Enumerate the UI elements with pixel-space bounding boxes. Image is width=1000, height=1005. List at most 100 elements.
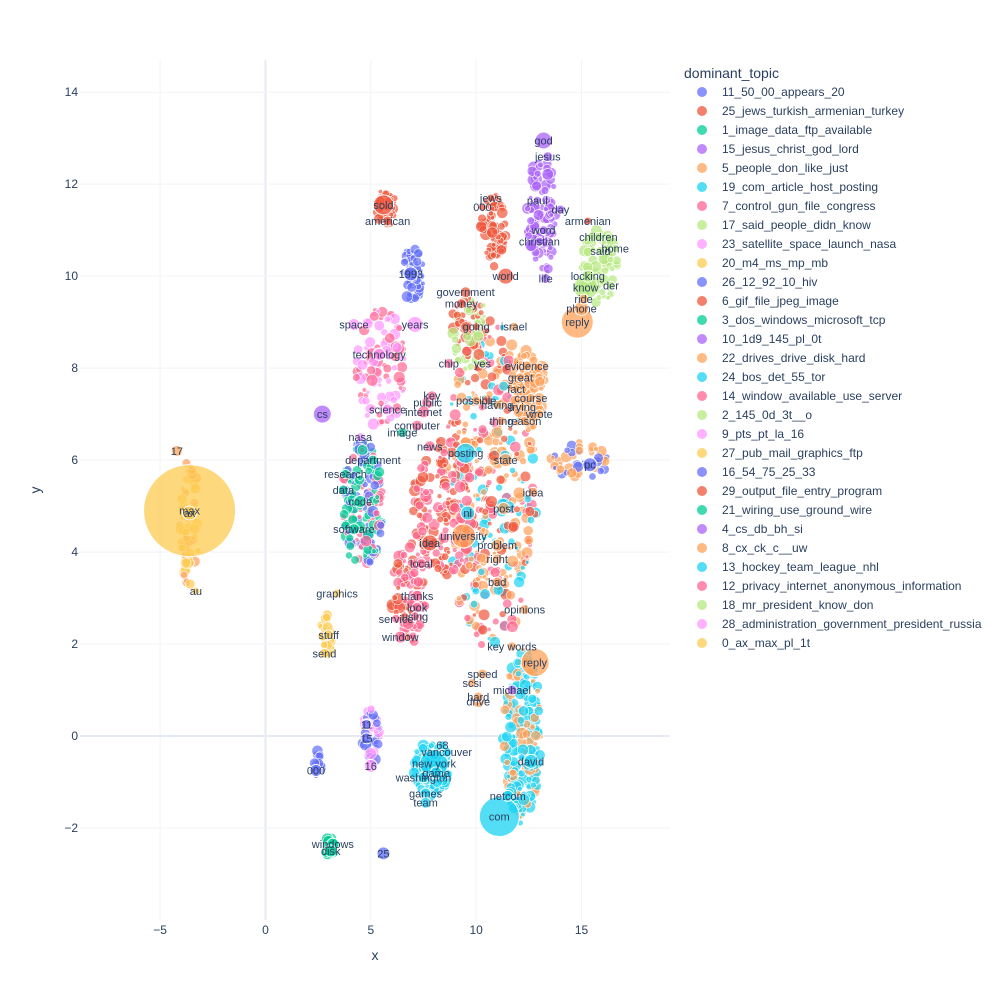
y-tick-label: 2 bbox=[71, 637, 78, 651]
background-point bbox=[375, 528, 386, 538]
background-point bbox=[434, 473, 441, 480]
background-point bbox=[490, 242, 497, 248]
data-point bbox=[340, 468, 351, 479]
point-label: disk bbox=[321, 846, 341, 858]
background-point bbox=[393, 371, 406, 384]
data-point bbox=[542, 151, 554, 163]
background-point bbox=[523, 535, 534, 546]
background-point bbox=[353, 344, 364, 355]
background-point bbox=[322, 612, 332, 622]
background-point bbox=[529, 724, 536, 731]
legend-marker bbox=[697, 619, 707, 629]
background-point bbox=[451, 335, 460, 344]
background-point bbox=[507, 545, 513, 551]
background-point bbox=[485, 495, 498, 508]
point-label: post bbox=[493, 503, 514, 515]
background-point bbox=[179, 571, 189, 580]
point-label: god bbox=[534, 135, 552, 147]
data-point bbox=[417, 771, 430, 784]
point-label: great bbox=[508, 372, 533, 384]
background-point bbox=[543, 263, 554, 274]
data-point bbox=[595, 245, 606, 256]
point-label: data bbox=[333, 485, 355, 497]
background-point bbox=[376, 520, 386, 530]
background-point bbox=[396, 361, 408, 373]
legend-title: dominant_topic bbox=[684, 65, 779, 81]
background-point bbox=[349, 453, 358, 462]
x-tick-label: −5 bbox=[153, 923, 167, 937]
background-point bbox=[512, 429, 519, 436]
background-point bbox=[377, 399, 385, 407]
point-label: service bbox=[379, 614, 414, 626]
background-point bbox=[519, 457, 527, 465]
background-point bbox=[524, 205, 531, 212]
background-point bbox=[369, 480, 380, 491]
data-point bbox=[582, 457, 598, 473]
point-label: public bbox=[413, 398, 442, 410]
background-point bbox=[526, 515, 535, 525]
legend-entry-label: 3_dos_windows_microsoft_tcp bbox=[722, 313, 886, 327]
legend-marker bbox=[697, 524, 707, 534]
point-label: max bbox=[179, 506, 200, 518]
data-point bbox=[477, 202, 487, 212]
data-point bbox=[347, 317, 361, 331]
background-point bbox=[537, 161, 544, 169]
y-tick-label: 8 bbox=[71, 361, 78, 375]
point-label: vancouver bbox=[421, 747, 472, 759]
background-point bbox=[533, 169, 542, 178]
data-point bbox=[519, 416, 530, 427]
point-label: speed bbox=[467, 669, 497, 681]
legend-entry-label: 4_cs_db_bh_si bbox=[722, 522, 803, 536]
point-label: jews bbox=[479, 193, 503, 205]
background-point bbox=[521, 729, 532, 739]
background-point bbox=[382, 363, 392, 374]
background-point bbox=[477, 640, 486, 649]
legend-entry-label: 5_people_don_like_just bbox=[722, 161, 849, 175]
background-point bbox=[461, 430, 467, 436]
background-point bbox=[507, 426, 514, 432]
background-point bbox=[513, 505, 521, 514]
data-point bbox=[426, 390, 438, 402]
data-point bbox=[332, 588, 343, 599]
data-point bbox=[491, 553, 503, 565]
point-label: fact bbox=[507, 384, 525, 396]
data-point bbox=[443, 358, 455, 370]
data-point bbox=[472, 691, 484, 703]
y-tick-label: 0 bbox=[71, 729, 78, 743]
point-label: said bbox=[590, 246, 610, 258]
background-point bbox=[515, 397, 522, 404]
y-tick-label: −2 bbox=[64, 821, 78, 835]
legend-marker bbox=[697, 277, 707, 287]
background-point bbox=[395, 585, 401, 591]
background-point bbox=[377, 382, 383, 388]
background-point bbox=[402, 617, 415, 630]
background-point bbox=[601, 266, 610, 275]
background-point bbox=[365, 557, 375, 567]
background-point bbox=[473, 458, 480, 464]
data-point bbox=[437, 740, 448, 751]
background-point bbox=[361, 396, 371, 406]
point-label: yes bbox=[474, 359, 492, 371]
data-point bbox=[540, 272, 552, 284]
background-point bbox=[520, 646, 526, 653]
point-label: windows bbox=[311, 839, 355, 851]
background-point bbox=[480, 488, 488, 496]
background-point bbox=[490, 251, 497, 259]
background-point bbox=[516, 716, 526, 725]
legend-marker bbox=[697, 410, 707, 420]
legend-entry-label: 9_pts_pt_la_16 bbox=[722, 427, 804, 441]
background-point bbox=[526, 216, 535, 225]
background-point bbox=[517, 793, 530, 806]
point-label: chip bbox=[439, 359, 459, 371]
legend-marker bbox=[697, 315, 707, 325]
background-point bbox=[412, 484, 422, 493]
background-point bbox=[356, 444, 369, 456]
background-point bbox=[531, 180, 542, 192]
data-point bbox=[309, 764, 323, 778]
legend-marker bbox=[697, 391, 707, 401]
background-point bbox=[472, 612, 477, 618]
background-point bbox=[441, 552, 450, 561]
point-label: right bbox=[487, 554, 508, 566]
background-point bbox=[488, 636, 501, 648]
